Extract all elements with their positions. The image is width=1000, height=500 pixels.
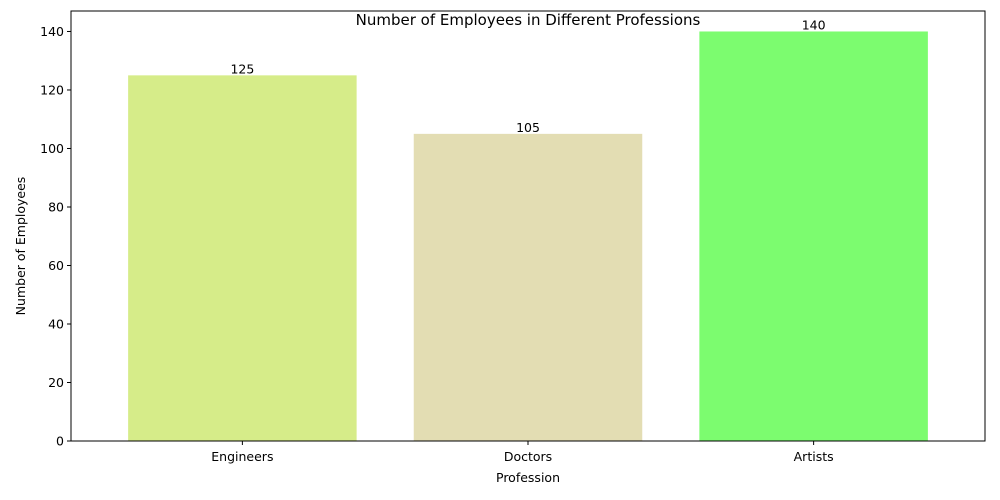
data-label-doctors: 105 <box>516 120 540 135</box>
chart-title: Number of Employees in Different Profess… <box>356 11 701 29</box>
bar-artists <box>699 31 928 441</box>
y-axis-label: Number of Employees <box>13 177 28 316</box>
y-tick-label: 120 <box>40 82 64 97</box>
y-tick-label: 80 <box>48 199 64 214</box>
bars-group <box>128 31 928 441</box>
bar-doctors <box>413 133 643 441</box>
y-tick-label: 20 <box>48 375 64 390</box>
x-axis-label: Profession <box>496 470 560 485</box>
data-label-engineers: 125 <box>230 61 254 76</box>
y-axis: 0 20 40 60 80 100 120 140 <box>40 24 71 449</box>
y-tick-label: 0 <box>56 434 64 449</box>
x-tick-label: Doctors <box>504 449 552 464</box>
x-axis: Engineers Doctors Artists <box>211 441 834 464</box>
bar-engineers <box>128 75 357 441</box>
y-tick-label: 40 <box>48 316 64 331</box>
y-tick-label: 60 <box>48 258 64 273</box>
data-label-artists: 140 <box>802 17 826 32</box>
data-labels-group: 125 105 140 <box>230 17 825 134</box>
y-tick-label: 100 <box>40 141 64 156</box>
y-tick-label: 140 <box>40 24 64 39</box>
x-tick-label: Artists <box>794 449 834 464</box>
x-tick-label: Engineers <box>211 449 273 464</box>
